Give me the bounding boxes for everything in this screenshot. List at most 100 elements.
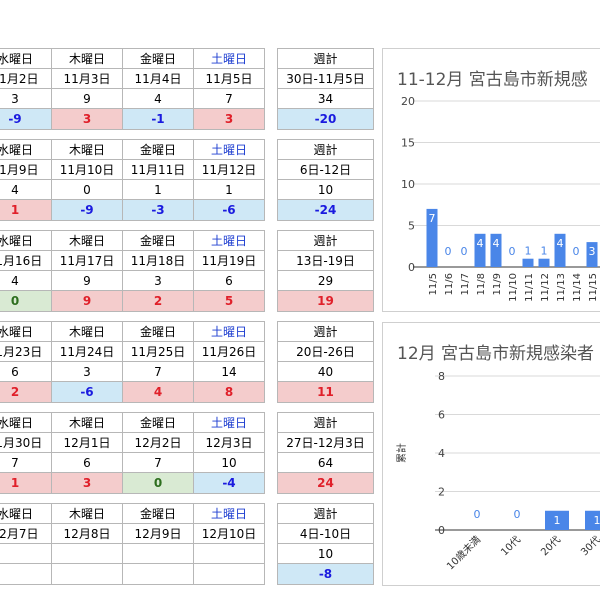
count-cell: 0 — [51, 179, 123, 200]
bar — [490, 233, 502, 267]
count-cell — [193, 543, 265, 564]
date-cell: 12月1日 — [51, 432, 123, 453]
week-total: 40 — [277, 361, 374, 382]
week-range: 6日-12日 — [277, 159, 374, 180]
y-tick-label: 6 — [438, 409, 445, 422]
count-cell: 3 — [0, 88, 52, 109]
count-cell: 6 — [51, 452, 123, 473]
date-cell: 11月30日 — [0, 432, 52, 453]
date-cell: 12月10日 — [193, 523, 265, 544]
day-header: 水曜日 — [0, 412, 52, 433]
week-total-diff: -20 — [277, 108, 374, 130]
week-range: 13日-19日 — [277, 250, 374, 271]
date-cell: 11月19日 — [193, 250, 265, 271]
week-total-diff: 24 — [277, 472, 374, 494]
week-table: 水曜日木曜日金曜日土曜日11月2日11月3日11月4日11月5日3947-93-… — [0, 48, 265, 130]
week-total-diff: -8 — [277, 563, 374, 585]
date-cell: 11月4日 — [122, 68, 194, 89]
date-cell: 11月11日 — [122, 159, 194, 180]
diff-cell — [122, 563, 194, 585]
day-header: 金曜日 — [122, 139, 194, 160]
diff-cell: -6 — [51, 381, 123, 403]
chart-title: 12月 宮古島市新規感染者 — [397, 344, 595, 364]
date-cell: 11月26日 — [193, 341, 265, 362]
day-header: 木曜日 — [51, 412, 123, 433]
bar — [474, 233, 486, 267]
y-tick-label: 20 — [401, 95, 415, 108]
week-total-header: 週計 — [277, 412, 374, 433]
y-tick-label: 0 — [408, 261, 415, 274]
category-label: 30代 — [579, 534, 600, 559]
day-header: 水曜日 — [0, 321, 52, 342]
diff-cell: 1 — [0, 472, 52, 494]
date-cell: 11月2日 — [0, 68, 52, 89]
bar — [554, 233, 566, 267]
category-label: 11/12 — [540, 273, 551, 302]
diff-cell: 3 — [193, 108, 265, 130]
category-label: 11/13 — [556, 273, 567, 302]
diff-cell: 2 — [122, 290, 194, 312]
y-tick-label: 2 — [438, 486, 445, 499]
diff-cell — [51, 563, 123, 585]
data-label: 1 — [554, 514, 561, 527]
y-tick-label: 15 — [401, 137, 415, 150]
day-header: 土曜日 — [193, 230, 265, 251]
week-total-table: 週計 20日-26日 40 11 — [277, 321, 374, 403]
diff-cell: 2 — [0, 381, 52, 403]
data-label: 7 — [429, 212, 436, 225]
bar — [426, 208, 438, 267]
count-cell: 10 — [193, 452, 265, 473]
category-label: 10歳未満 — [444, 534, 483, 573]
week-total-header: 週計 — [277, 48, 374, 69]
week-range: 4日-10日 — [277, 523, 374, 544]
diff-cell: 0 — [122, 472, 194, 494]
category-label: 11/7 — [460, 273, 471, 295]
category-label: 11/11 — [524, 273, 535, 302]
week-table: 水曜日木曜日金曜日土曜日11月9日11月10日11月11日11月12日40111… — [0, 139, 265, 221]
count-cell: 3 — [51, 361, 123, 382]
date-cell: 12月3日 — [193, 432, 265, 453]
count-cell — [122, 543, 194, 564]
diff-cell: -3 — [122, 199, 194, 221]
diff-cell: -9 — [0, 108, 52, 130]
day-header: 木曜日 — [51, 321, 123, 342]
day-header: 金曜日 — [122, 412, 194, 433]
count-cell: 7 — [193, 88, 265, 109]
date-cell: 11月16日 — [0, 250, 52, 271]
day-header: 水曜日 — [0, 230, 52, 251]
diff-cell: -6 — [193, 199, 265, 221]
date-cell: 11月18日 — [122, 250, 194, 271]
category-label: 11/10 — [508, 273, 519, 302]
count-cell — [51, 543, 123, 564]
week-total-diff: -24 — [277, 199, 374, 221]
week-total-header: 週計 — [277, 503, 374, 524]
chart-title: 11-12月 宮古島市新規感 — [397, 70, 588, 90]
day-header: 水曜日 — [0, 503, 52, 524]
day-header: 金曜日 — [122, 230, 194, 251]
diff-cell: 8 — [193, 381, 265, 403]
data-label: 4 — [493, 237, 500, 250]
diff-cell: 3 — [51, 108, 123, 130]
category-label: 11/5 — [428, 273, 439, 295]
count-cell: 4 — [0, 179, 52, 200]
week-total-table: 週計 6日-12日 10 -24 — [277, 139, 374, 221]
date-cell: 11月3日 — [51, 68, 123, 89]
diff-cell: 0 — [0, 290, 52, 312]
diff-cell: 3 — [51, 472, 123, 494]
chart-panel-daily: 11-12月 宮古島市新規感 0 5 10 15 20 7 11/5 0 11/6 0 11/7 4 1… — [382, 48, 600, 312]
week-range: 20日-26日 — [277, 341, 374, 362]
count-cell: 7 — [122, 361, 194, 382]
date-cell: 11月12日 — [193, 159, 265, 180]
week-total: 64 — [277, 452, 374, 473]
count-cell: 1 — [122, 179, 194, 200]
diff-cell: 5 — [193, 290, 265, 312]
category-label: 10代 — [499, 534, 524, 559]
diff-cell: 9 — [51, 290, 123, 312]
data-label: 3 — [589, 245, 596, 258]
day-header: 木曜日 — [51, 503, 123, 524]
bar — [585, 510, 600, 530]
category-label: 11/6 — [444, 273, 455, 295]
daily-bar-chart: 05101520711/5011/6011/7411/8411/9011/101… — [401, 95, 600, 302]
